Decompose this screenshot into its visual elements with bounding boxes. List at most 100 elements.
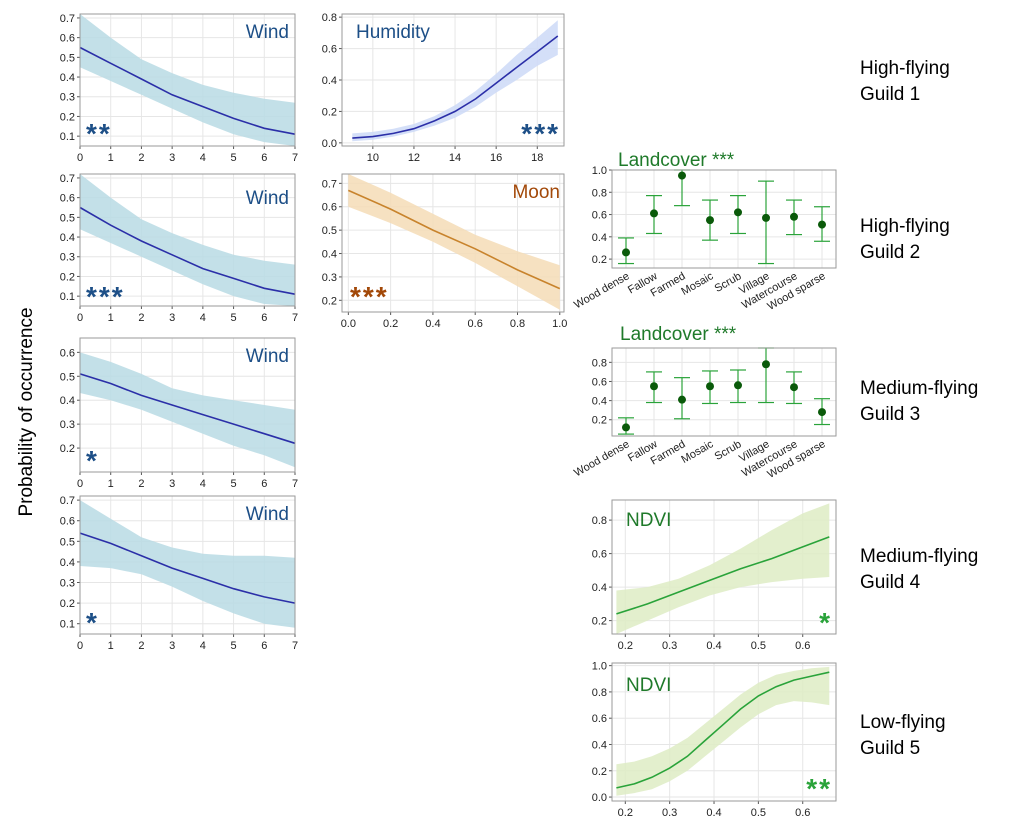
panel-g1-humidity: 10 12 14 16 18 0.0 0.2 0.4 0.6 0.8 Humidity *** [322,12,565,164]
significance-stars: *** [350,281,389,312]
y-axis-label: Probability of occurrence [16,307,37,516]
plot-frame [611,499,837,635]
significance-stars: ** [86,118,112,149]
x-tick-label: 0.2 [618,807,633,818]
x-tick-label: 0 [77,152,83,164]
x-tick-label: 0.4 [706,807,721,818]
x-tick-label: 5 [231,312,237,324]
x-tick-label: 0.2 [618,640,633,652]
panel-g3-wind: 0 1 2 3 4 5 6 7 0.2 0.3 0.4 0.5 0.6 Wind * [60,337,298,490]
guild-label-line1: Low-flying [860,712,946,733]
significance-stars: * [86,445,99,476]
data-point [622,248,630,257]
x-tick-label: 6 [261,152,267,164]
guild-label-line1: High-flying [860,216,950,237]
x-tick-label: 0.2 [383,318,398,330]
y-tick-label: 0.8 [322,12,337,24]
x-tick-label: 7 [292,152,298,164]
y-tick-label: 0.8 [592,187,607,199]
category-label: Mosaic [679,438,716,466]
x-tick-label: 0.3 [662,807,677,818]
panel-g5-ndvi: 0.2 0.3 0.4 0.5 0.6 0.0 0.2 0.4 0.6 0.8 1.0 NDVI ** [592,661,837,818]
x-tick-label: 2 [138,152,144,164]
y-tick-label: 0.7 [60,495,75,507]
panel-g1-wind: 0 1 2 3 4 5 6 7 0.1 0.2 0.3 0.4 0.5 0.6 0.7 Wind ** [60,13,298,164]
plot-frame [79,495,296,635]
x-tick-label: 0 [77,478,83,490]
x-tick-label: 0.6 [795,807,810,818]
plot-frame [79,13,296,147]
x-tick-label: 1 [108,640,114,652]
fitted-line [347,189,561,290]
plot-frame [341,173,565,313]
data-point [734,208,742,217]
y-tick-label: 0.4 [322,75,337,87]
x-tick-label: 0.8 [510,318,525,330]
y-tick-label: 0.7 [322,178,337,190]
confidence-band [352,20,558,142]
confidence-band [348,174,560,310]
x-tick-label: 3 [169,640,175,652]
plot-frame [341,13,565,147]
confidence-band [616,503,830,634]
data-point [650,209,658,218]
y-tick-label: 0.4 [60,395,75,407]
y-tick-label: 0.1 [60,619,75,631]
y-tick-label: 0.5 [60,52,75,64]
y-tick-label: 0.4 [60,72,75,84]
x-tick-label: 14 [449,152,461,164]
y-tick-label: 0.3 [60,419,75,431]
significance-stars: * [86,607,99,638]
data-point [678,395,686,404]
y-tick-label: 0.0 [322,138,337,150]
guild-label-line1: Medium-flying [860,378,978,399]
significance-stars: *** [86,281,125,312]
y-tick-label: 0.6 [60,33,75,45]
y-tick-label: 0.1 [60,131,75,143]
data-point [790,383,798,392]
y-tick-label: 0.6 [60,516,75,528]
x-tick-label: 7 [292,312,298,324]
panel-title: Landcover *** [618,150,735,171]
guild-label-line1: High-flying [860,58,950,79]
data-point [678,171,686,180]
y-tick-label: 0.1 [60,291,75,303]
y-tick-label: 0.2 [322,106,337,118]
y-tick-label: 1.0 [592,661,607,673]
data-point [818,408,826,417]
y-tick-label: 1.0 [592,165,607,177]
y-tick-label: 0.8 [592,515,607,527]
y-tick-label: 0.3 [60,578,75,590]
y-tick-label: 0.4 [60,232,75,244]
data-point [790,212,798,221]
guild-labels: High-flying Guild 1 High-flying Guild 2 Medi… [860,58,978,759]
fitted-line [79,46,296,135]
data-point [734,381,742,390]
y-tick-label: 0.2 [592,254,607,266]
plot-frame [611,662,837,802]
panel-g2-wind: 0 1 2 3 4 5 6 7 0.1 0.2 0.3 0.4 0.5 0.6 0.7 Wind *** [60,173,298,324]
guild-label-line2: Guild 1 [860,84,920,105]
x-tick-label: 12 [408,152,420,164]
x-tick-label: 0 [77,312,83,324]
y-tick-label: 0.2 [592,616,607,628]
x-tick-label: 10 [367,152,379,164]
y-tick-label: 0.7 [60,13,75,25]
y-tick-label: 0.6 [592,549,607,561]
y-tick-label: 0.5 [60,536,75,548]
y-tick-label: 0.6 [322,202,337,214]
x-tick-label: 4 [200,152,206,164]
panel-g4-ndvi: 0.2 0.3 0.4 0.5 0.6 0.2 0.4 0.6 0.8 NDVI * [592,499,837,652]
panel-g2-moon: 0.0 0.2 0.4 0.6 0.8 1.0 0.2 0.3 0.4 0.5 0.6 0.7 Moon… [322,173,567,330]
x-tick-label: 5 [231,478,237,490]
x-tick-label: 6 [261,640,267,652]
y-tick-label: 0.4 [592,232,607,244]
x-tick-label: 0.0 [341,318,356,330]
significance-stars: *** [521,118,560,149]
data-point [706,382,714,391]
plot-background [612,348,836,436]
panel-title: Wind [246,346,289,367]
x-tick-label: 4 [200,312,206,324]
y-tick-label: 0.0 [592,792,607,804]
